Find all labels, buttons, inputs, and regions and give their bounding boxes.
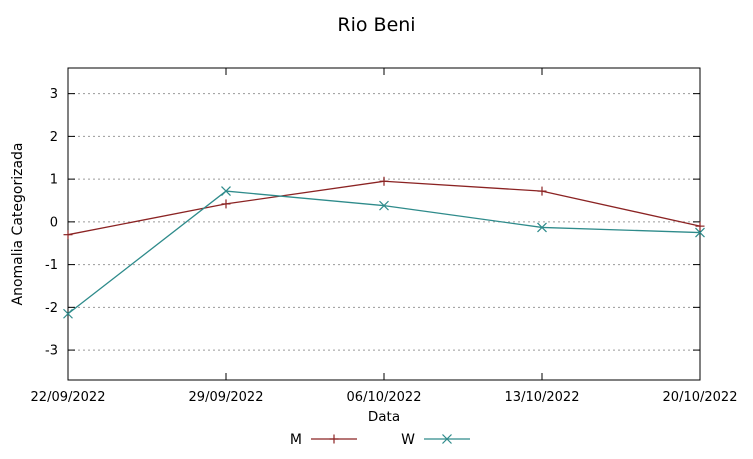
x-tick-label: 06/10/2022 [347, 390, 422, 405]
y-tick-label: 3 [50, 87, 58, 102]
plot-border [67, 67, 701, 381]
y-tick-label: -3 [45, 344, 58, 359]
chart-title: Rio Beni [337, 14, 416, 36]
cross-marker [537, 222, 547, 233]
cross-marker [442, 434, 452, 444]
cross-marker [63, 308, 73, 319]
series-line-W [67, 190, 701, 315]
y-axis-label: Anomalia Categorizada [10, 143, 26, 306]
y-tick-label: -2 [45, 301, 58, 316]
cross-marker [695, 227, 705, 238]
y-tick-label: 0 [50, 215, 58, 230]
legend-label-W: W [401, 432, 415, 448]
x-tick-label: 20/10/2022 [663, 390, 738, 405]
cross-marker [379, 200, 389, 211]
x-tick-label: 13/10/2022 [505, 390, 580, 405]
legend-label-M: M [290, 432, 302, 448]
cross-marker [221, 186, 231, 197]
series-line-M [67, 180, 701, 236]
x-tick-label: 22/09/2022 [31, 390, 106, 405]
y-tick-label: 2 [50, 130, 58, 145]
x-axis-label: Data [368, 409, 400, 425]
x-tick-label: 29/09/2022 [189, 390, 264, 405]
y-tick-label: 1 [50, 173, 58, 188]
y-tick-label: -1 [45, 258, 58, 273]
